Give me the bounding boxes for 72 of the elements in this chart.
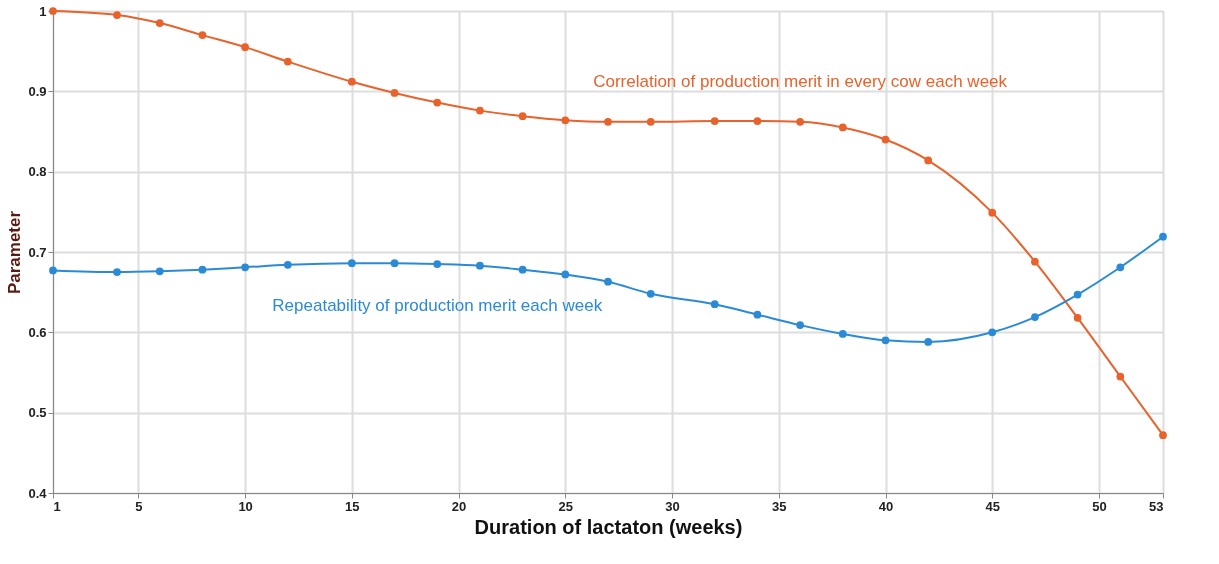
point [347, 77, 356, 86]
point [241, 43, 249, 52]
point [198, 31, 207, 39]
point [1116, 263, 1125, 272]
series-label: Correlation of production merit in every cow each week [593, 71, 1008, 91]
x-axis-title: Duration of lactaton (weeks) [474, 515, 743, 538]
point [347, 259, 356, 268]
point [1159, 431, 1167, 440]
point [604, 117, 612, 126]
x-tick-label: 40 [878, 498, 894, 514]
point [155, 267, 164, 276]
point [113, 268, 121, 276]
point [113, 11, 121, 19]
point [646, 289, 655, 298]
y-tick-label: 0.7 [28, 244, 47, 260]
point [518, 112, 527, 121]
point [1073, 290, 1082, 299]
point [476, 106, 484, 115]
point [49, 266, 57, 275]
point [433, 98, 442, 107]
point [796, 117, 804, 126]
point [198, 265, 207, 274]
point [646, 117, 655, 126]
point [283, 260, 292, 269]
point [881, 135, 890, 144]
series-label: Repeatability of production merit each week [272, 296, 603, 316]
y-tick-label: 0.4 [28, 485, 48, 501]
y-tick-label: 0.9 [28, 83, 47, 99]
x-tick-label: 45 [985, 498, 1000, 514]
point [1073, 314, 1082, 322]
point [710, 300, 719, 309]
x-tick-label: 20 [451, 498, 467, 514]
point [838, 123, 847, 132]
point [433, 260, 442, 268]
y-tick-label: 0.6 [28, 324, 47, 340]
y-tick-label: 1 [39, 3, 47, 19]
point [924, 338, 933, 346]
point [753, 310, 762, 319]
point [1031, 257, 1039, 266]
x-tick-label: 5 [135, 498, 143, 514]
point [1116, 372, 1125, 381]
point [561, 116, 570, 125]
point [390, 89, 399, 97]
point [796, 321, 804, 329]
x-tick-label: 10 [238, 498, 253, 514]
point [390, 259, 399, 268]
y-tick-label: 0.5 [28, 405, 47, 421]
x-tick-label: 25 [558, 498, 574, 514]
x-tick-label: 50 [1092, 498, 1107, 514]
point [988, 208, 997, 217]
point [838, 330, 847, 338]
x-tick-label: 53 [1149, 498, 1164, 514]
point [710, 117, 719, 125]
x-tick-label: 35 [772, 498, 787, 514]
point [924, 156, 933, 165]
x-tick-label: 1 [53, 498, 61, 514]
point [604, 277, 612, 286]
point [753, 117, 762, 125]
x-tick-label: 30 [665, 498, 680, 514]
point [241, 263, 249, 272]
point [283, 57, 292, 66]
point [155, 19, 164, 27]
y-tick-label: 0.8 [28, 164, 47, 180]
point [1031, 313, 1039, 321]
point [988, 328, 997, 337]
y-axis-title: Parameter [5, 210, 25, 295]
point [561, 270, 570, 279]
point [1159, 232, 1167, 241]
point [518, 265, 527, 274]
x-tick-label: 15 [345, 498, 360, 514]
point [476, 261, 484, 270]
point [881, 336, 890, 345]
